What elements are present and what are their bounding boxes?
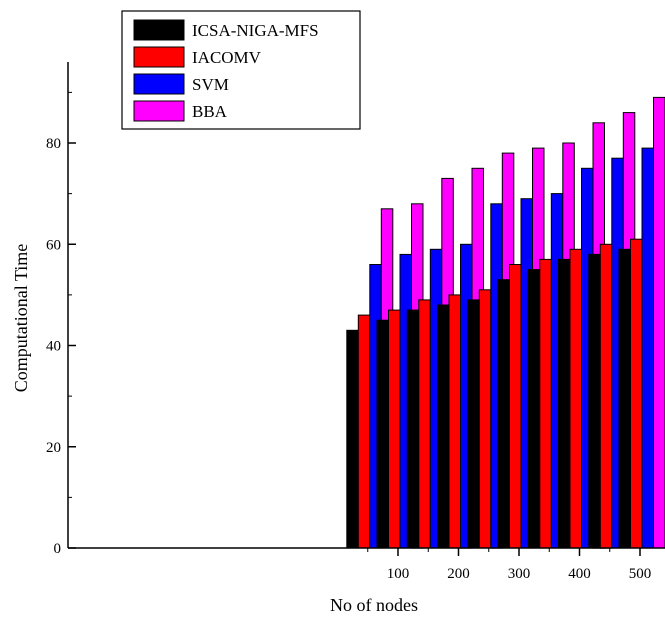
bar-icsa-niga-mfs-500 (618, 248, 631, 549)
bar-icsa-niga-mfs-350 (527, 269, 541, 549)
legend-swatch (133, 46, 185, 68)
legend-label: ICSA-NIGA-MFS (192, 21, 319, 40)
y-tick-label: 80 (46, 136, 61, 152)
x-tick-label: 500 (629, 566, 652, 582)
legend-label: SVM (192, 75, 229, 94)
bar-icsa-niga-mfs-150 (406, 309, 420, 549)
x-tick-label: 200 (447, 566, 470, 582)
y-tick-label: 40 (46, 339, 61, 355)
y-tick-label: 20 (46, 440, 61, 456)
y-axis-title: Computational Time (11, 244, 31, 393)
legend-swatch (133, 100, 185, 122)
legend: ICSA-NIGA-MFS IACOMV SVM BBA (121, 10, 361, 130)
bar-iacomv-250 (478, 289, 492, 549)
bar-icsa-niga-mfs-400 (558, 258, 571, 549)
legend-swatch (133, 73, 185, 95)
y-tick-label: 60 (46, 237, 61, 253)
bar-iacomv-400 (569, 248, 582, 549)
bars-group (346, 96, 665, 549)
bar-iacomv-500 (630, 238, 643, 549)
bar-icsa-niga-mfs-300 (497, 279, 510, 549)
bar-icsa-niga-mfs-250 (467, 299, 480, 549)
bar-iacomv-200 (448, 294, 461, 549)
axes-group: 0 20 40 60 80 100 200 300 400 500 (46, 62, 665, 582)
bar-bba-500 (653, 96, 665, 549)
bar-iacomv-300 (509, 264, 522, 549)
legend-swatch (133, 19, 185, 41)
y-tick-label: 0 (54, 541, 62, 557)
bar-iacomv-100 (388, 309, 401, 549)
bar-icsa-niga-mfs-450 (588, 253, 601, 549)
x-tick-label: 300 (508, 566, 531, 582)
bar-icsa-niga-mfs-200 (437, 304, 450, 549)
bar-icsa-niga-mfs-50 (346, 329, 359, 549)
bar-iacomv-50 (357, 314, 371, 549)
legend-label: IACOMV (192, 48, 262, 67)
bar-svm-500 (641, 147, 654, 549)
x-tick-label: 400 (568, 566, 591, 582)
bar-iacomv-450 (599, 243, 613, 549)
bar-iacomv-350 (539, 258, 552, 549)
x-axis-title: No of nodes (330, 595, 418, 615)
bar-iacomv-150 (418, 299, 431, 549)
x-tick-label: 100 (387, 566, 410, 582)
legend-label: BBA (192, 102, 228, 121)
bar-icsa-niga-mfs-100 (376, 319, 389, 549)
